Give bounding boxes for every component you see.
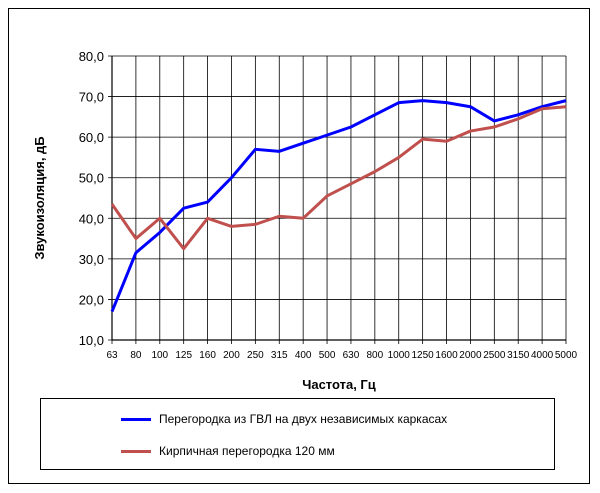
x-tick-label: 2500: [483, 350, 506, 361]
x-tick-label: 800: [366, 350, 383, 361]
y-tick-label: 30,0: [79, 252, 104, 267]
x-tick-label: 315: [271, 350, 288, 361]
x-tick-label: 1000: [388, 350, 411, 361]
x-tick-label: 2000: [459, 350, 482, 361]
x-tick-label: 4000: [531, 350, 554, 361]
x-tick-label: 500: [319, 350, 336, 361]
y-tick-label: 70,0: [79, 90, 104, 105]
x-tick-label: 100: [151, 350, 168, 361]
legend-item-1: Кирпичная перегородка 120 мм: [121, 441, 335, 461]
x-tick-label: 200: [223, 350, 240, 361]
legend-label: Перегородка из ГВЛ на двух независимых к…: [159, 412, 448, 426]
x-tick-label: 400: [295, 350, 312, 361]
y-axis-label: Звукоизоляция, дБ: [32, 136, 47, 259]
y-tick-label: 10,0: [79, 333, 104, 348]
legend-swatch: [121, 449, 151, 453]
series-line-1: [110, 105, 567, 251]
x-tick-label: 80: [130, 350, 142, 361]
x-tick-label: 160: [199, 350, 216, 361]
series-line-0: [110, 99, 567, 313]
x-tick-label: 1600: [435, 350, 458, 361]
x-tick-label: 630: [343, 350, 360, 361]
x-tick-label: 250: [247, 350, 264, 361]
legend-label: Кирпичная перегородка 120 мм: [159, 444, 335, 458]
legend-swatch: [121, 417, 151, 421]
y-tick-label: 20,0: [79, 292, 104, 307]
legend: Перегородка из ГВЛ на двух независимых к…: [40, 398, 555, 470]
y-tick-label: 60,0: [79, 130, 104, 145]
x-tick-label: 125: [175, 350, 192, 361]
x-tick-label: 3150: [507, 350, 530, 361]
legend-item-0: Перегородка из ГВЛ на двух независимых к…: [121, 409, 447, 429]
x-tick-label: 63: [106, 350, 118, 361]
y-tick-label: 40,0: [79, 211, 104, 226]
chart-frame: [8, 8, 590, 484]
y-tick-label: 50,0: [79, 171, 104, 186]
x-tick-label: 5000: [555, 350, 578, 361]
x-axis-label: Частота, Гц: [302, 377, 376, 392]
y-tick-label: 80,0: [79, 49, 104, 64]
x-tick-label: 1250: [412, 350, 435, 361]
